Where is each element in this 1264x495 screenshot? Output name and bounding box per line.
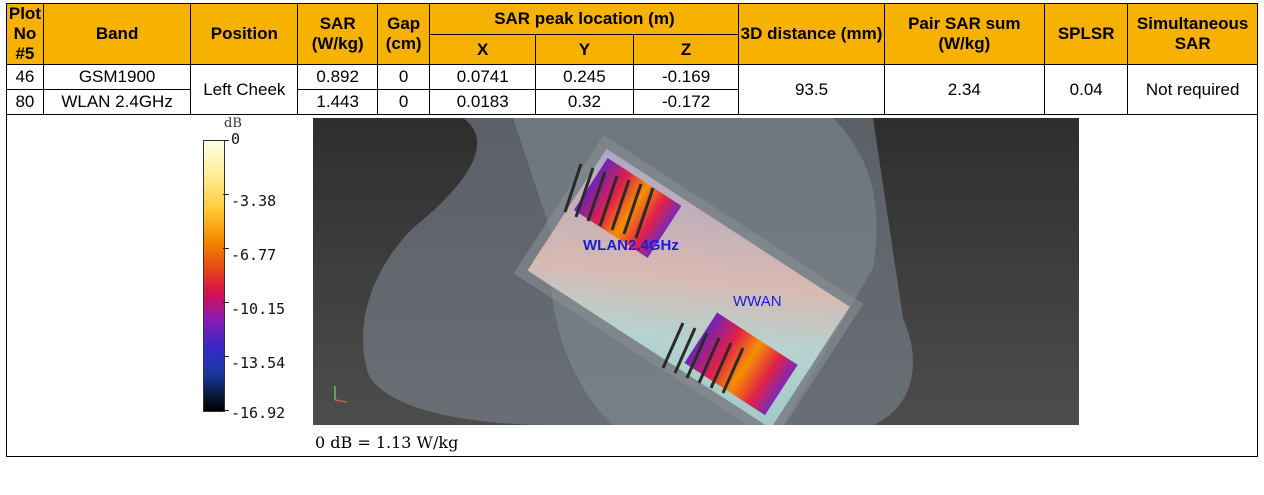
header-band: Band	[42, 3, 192, 65]
colorbar-tick-label: 0	[231, 130, 241, 148]
header-plot-no: Plot No #5	[6, 3, 44, 65]
colorbar-tick-label: -10.15	[231, 300, 286, 318]
header-x: X	[429, 34, 537, 65]
colorbar-title: dB	[224, 116, 242, 131]
header-pair-sar-sum: Pair SAR sum (W/kg)	[883, 3, 1046, 65]
colorbar-tick	[223, 140, 229, 141]
colorbar-tick-label: -6.77	[231, 246, 277, 264]
cell-pair-sar-sum: 2.34	[883, 64, 1046, 115]
cell-x: 0.0183	[429, 89, 537, 115]
header-position: Position	[190, 3, 299, 65]
colorbar	[203, 140, 225, 412]
cell-sar: 0.892	[297, 64, 378, 90]
sar-figure-cell: dB 0 -3.38 -6.77 -10.15 -13.54 -16.92	[6, 114, 1258, 457]
colorbar-tick-label: -3.38	[231, 192, 277, 210]
cell-y: 0.245	[535, 64, 634, 90]
table-row: 80 WLAN 2.4GHz 1.443 0 0.0183 0.32 -0.17…	[6, 89, 1258, 115]
header-sar: SAR (W/kg)	[297, 3, 378, 65]
colorbar-tick	[223, 248, 229, 249]
cell-x: 0.0741	[429, 64, 537, 90]
header-peak-location: SAR peak location (m)	[429, 2, 740, 36]
sar-table: Plot No #5 Band Position SAR (W/kg) Gap …	[6, 2, 1258, 457]
header-y: Y	[535, 34, 634, 65]
wlan-label: WLAN2.4GHz	[583, 237, 679, 254]
sar-figure: dB 0 -3.38 -6.77 -10.15 -13.54 -16.92	[8, 116, 1257, 456]
hotspot-stripes	[563, 163, 745, 394]
cell-band: GSM1900	[42, 64, 192, 90]
axis-triad	[334, 386, 348, 403]
colorbar-tick-label: -13.54	[231, 354, 286, 372]
sar-distribution-plot	[313, 118, 1079, 425]
cell-z: -0.169	[632, 64, 740, 90]
wwan-hotspot	[684, 312, 798, 416]
colorbar-tick	[223, 194, 229, 195]
cell-3d-distance: 93.5	[738, 64, 885, 115]
cell-band: WLAN 2.4GHz	[42, 89, 192, 115]
header-gap: Gap (cm)	[376, 3, 431, 65]
header-z: Z	[632, 34, 740, 65]
header-3d-distance: 3D distance (mm)	[738, 3, 885, 65]
cell-sar: 1.443	[297, 89, 378, 115]
scale-caption: 0 dB = 1.13 W/kg	[315, 433, 459, 452]
header-splsr: SPLSR	[1044, 3, 1129, 65]
colorbar-tick	[223, 302, 229, 303]
colorbar-tick-label: -16.92	[231, 404, 286, 422]
colorbar-tick	[223, 410, 229, 411]
cell-gap: 0	[376, 64, 431, 90]
wwan-label: WWAN	[733, 293, 782, 310]
cell-position: Left Cheek	[190, 64, 299, 115]
table-row: 46 GSM1900 Left Cheek 0.892 0 0.0741 0.2…	[6, 64, 1258, 115]
cell-gap: 0	[376, 89, 431, 115]
cell-plot: 46	[6, 64, 44, 90]
cell-y: 0.32	[535, 89, 634, 115]
cell-splsr: 0.04	[1044, 64, 1129, 115]
header-simultaneous-sar: Simultaneous SAR	[1127, 3, 1258, 65]
cell-plot: 80	[6, 89, 44, 115]
colorbar-tick	[223, 356, 229, 357]
cell-z: -0.172	[632, 89, 740, 115]
cell-simultaneous-sar: Not required	[1127, 64, 1258, 115]
